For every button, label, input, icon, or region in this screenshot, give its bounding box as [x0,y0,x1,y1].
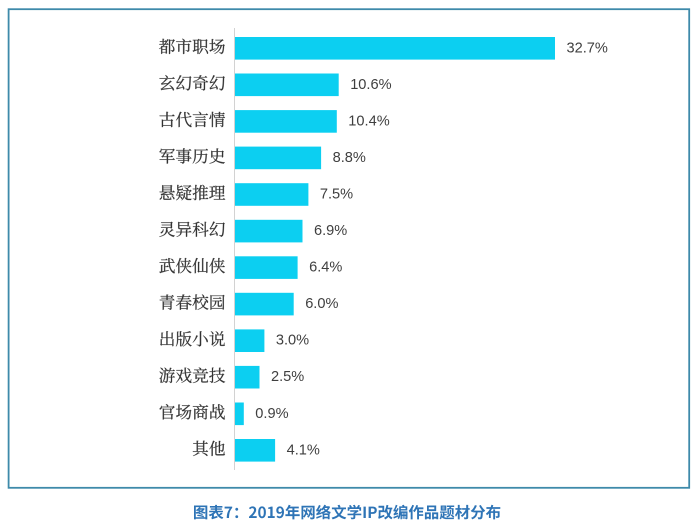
svg-text:6.9%: 6.9% [314,223,347,239]
svg-text:10.4%: 10.4% [348,113,389,129]
svg-text:2.5%: 2.5% [271,369,304,385]
svg-text:4.1%: 4.1% [287,442,320,458]
svg-text:32.7%: 32.7% [567,40,608,56]
svg-text:10.6%: 10.6% [350,77,391,93]
svg-text:0.9%: 0.9% [255,406,288,422]
svg-text:6.4%: 6.4% [309,260,342,276]
svg-text:8.8%: 8.8% [333,150,366,166]
svg-text:3.0%: 3.0% [276,333,309,349]
svg-text:7.5%: 7.5% [320,187,353,203]
svg-text:6.0%: 6.0% [305,296,338,312]
